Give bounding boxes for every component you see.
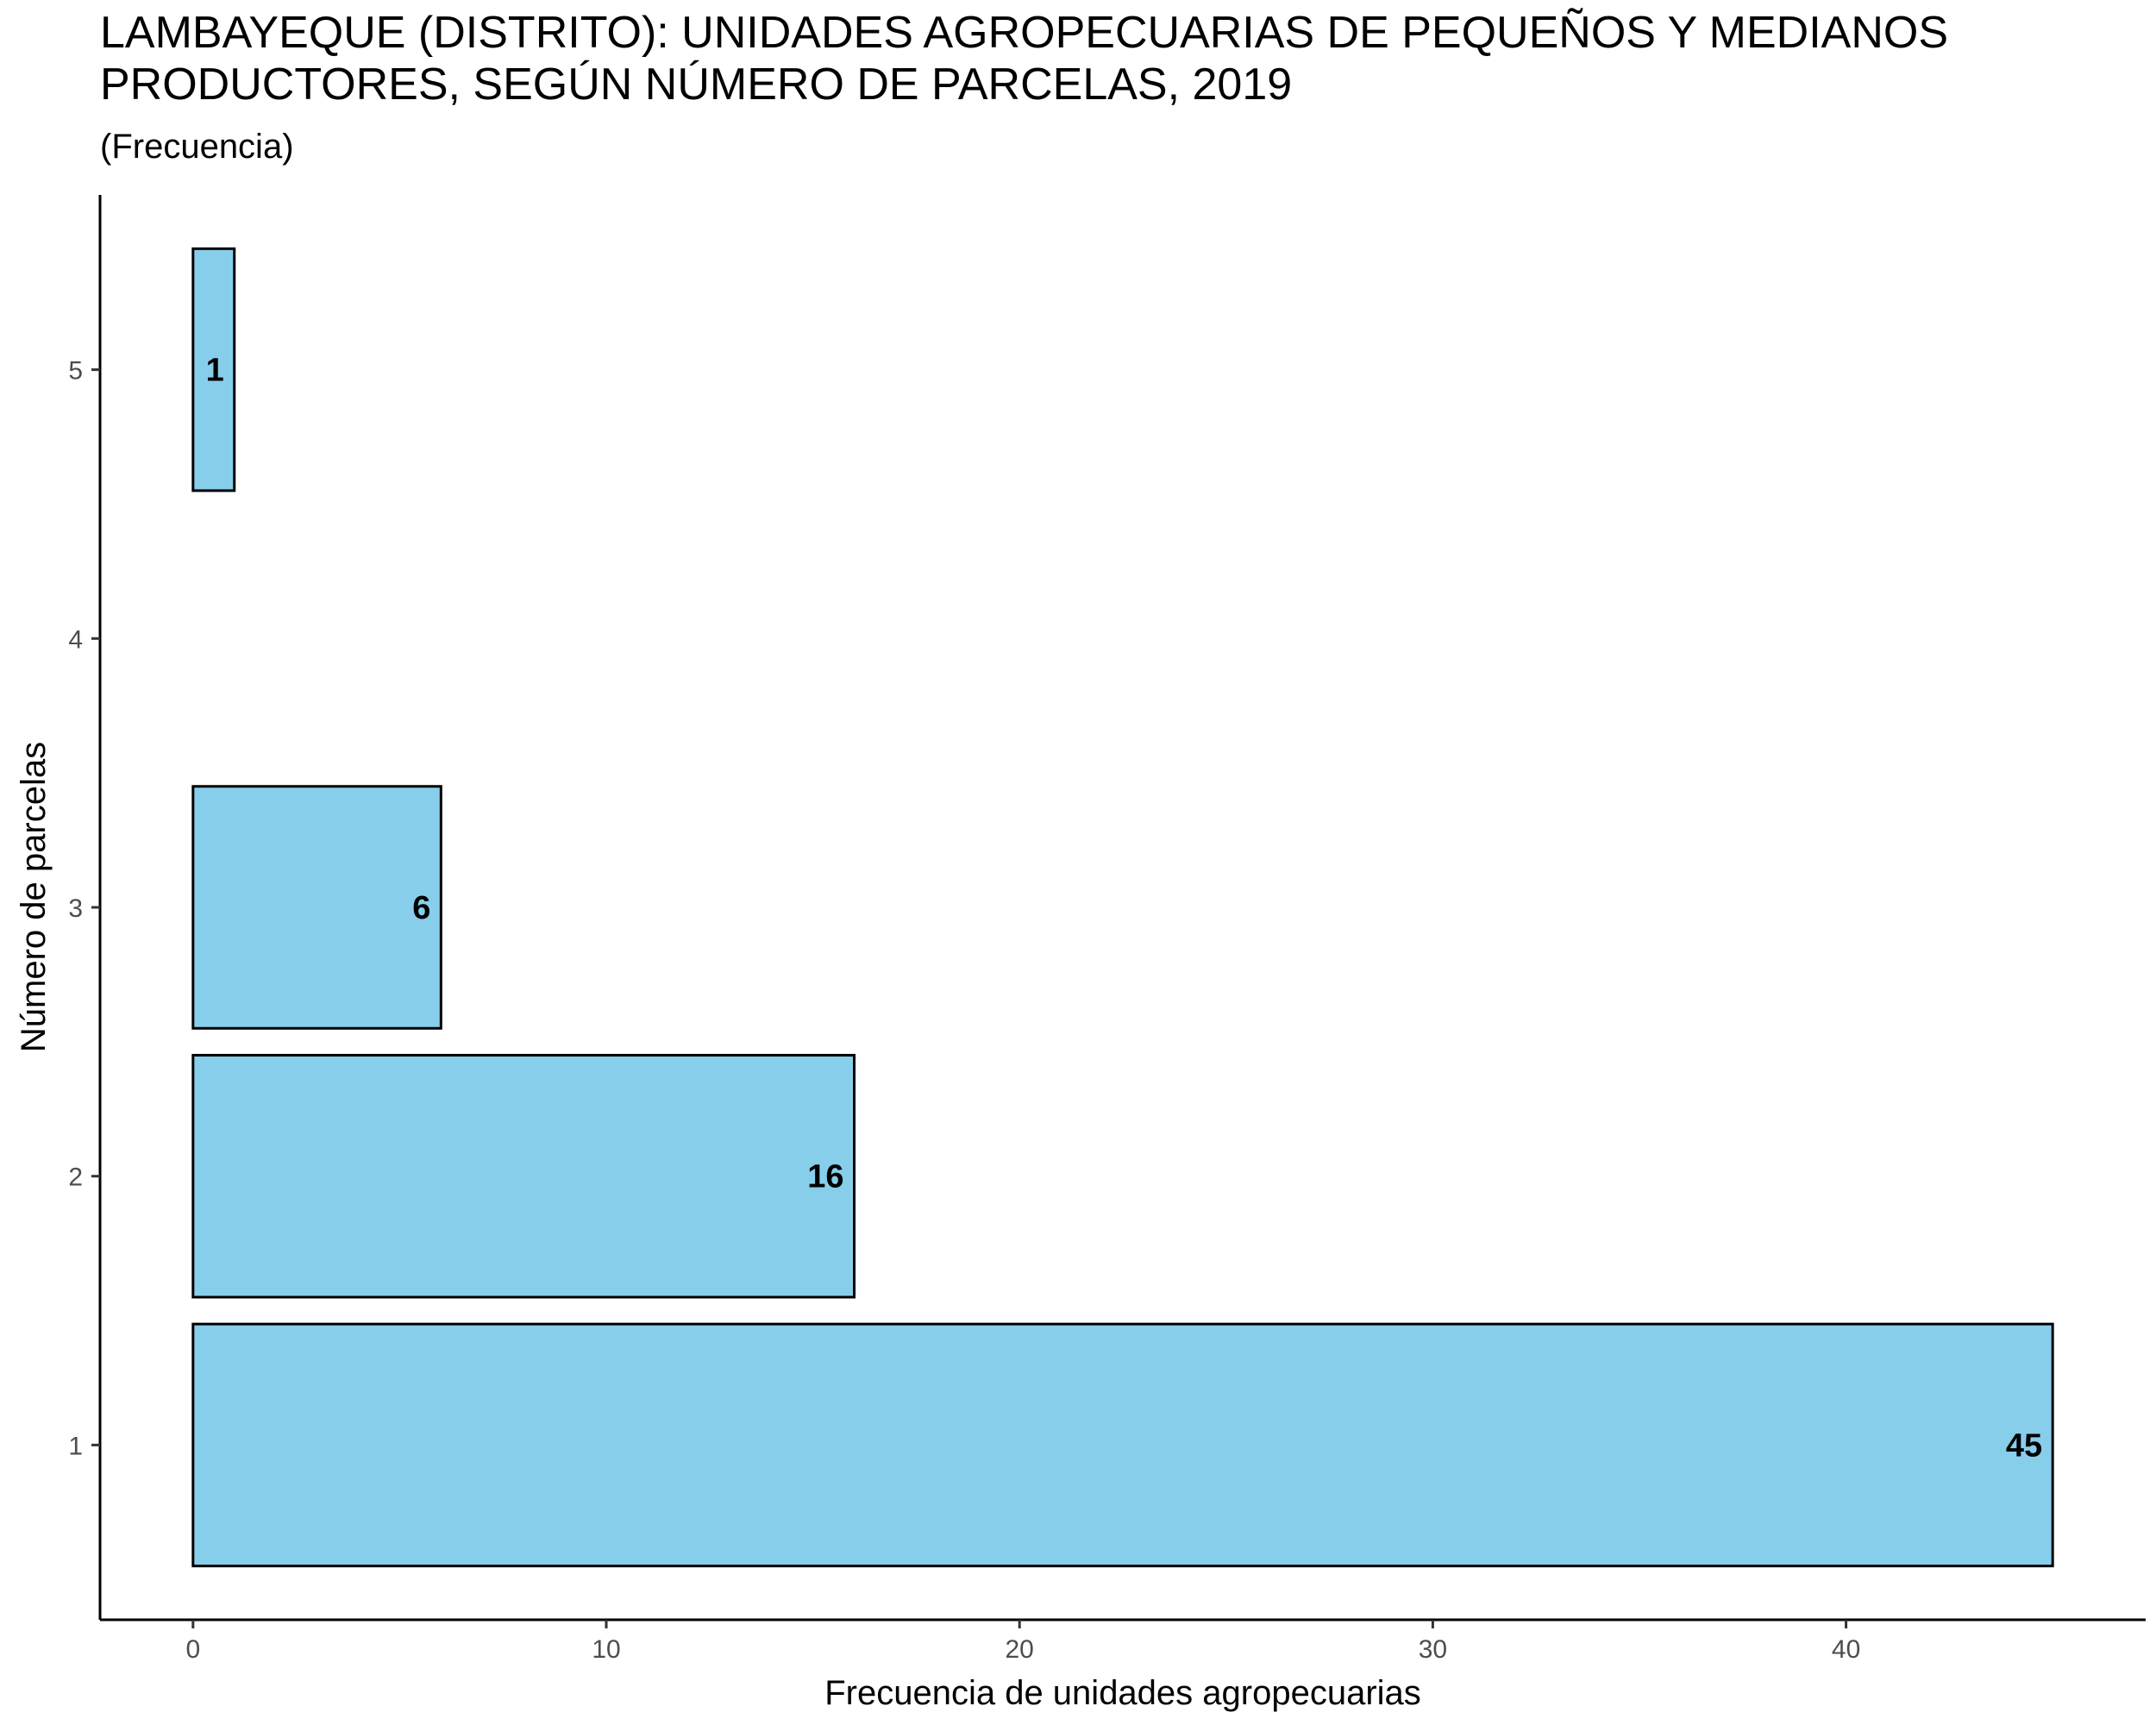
bar-3 [191,785,442,1030]
bar-1 [191,1322,2054,1568]
bars-group [191,247,2054,1568]
bar-labels-group: 45 16 6 1 [206,353,2043,1465]
y-tick-label: 2 [68,1164,83,1192]
bar-value-label-2: 16 [807,1159,843,1195]
x-tick-label: 0 [185,1635,200,1664]
y-axis-ticks: 1 2 3 4 5 [68,357,100,1460]
bar-2 [191,1053,856,1299]
x-tick-label: 40 [1832,1635,1860,1664]
bar-5 [191,247,236,492]
bar-value-label-5: 1 [206,353,224,389]
x-tick-label: 30 [1419,1635,1447,1664]
y-tick-label: 3 [68,894,83,923]
chart-subtitle: (Frecuencia) [100,128,294,166]
bar-value-label-1: 45 [2006,1427,2042,1464]
y-tick-label: 4 [68,625,83,654]
x-tick-label: 10 [592,1635,620,1664]
y-tick-label: 1 [68,1432,83,1460]
x-axis-title: Frecuencia de unidades agropecuarias [824,1674,1421,1712]
y-axis-title: Número de parcelas [15,742,53,1052]
bar-value-label-3: 6 [412,890,430,926]
x-axis-ticks: 0 10 20 30 40 [185,1620,1860,1664]
x-tick-label: 20 [1006,1635,1034,1664]
y-tick-label: 5 [68,357,83,386]
chart-title: LAMBAYEQUE (DISTRITO): UNIDADES AGROPECU… [100,8,1949,110]
